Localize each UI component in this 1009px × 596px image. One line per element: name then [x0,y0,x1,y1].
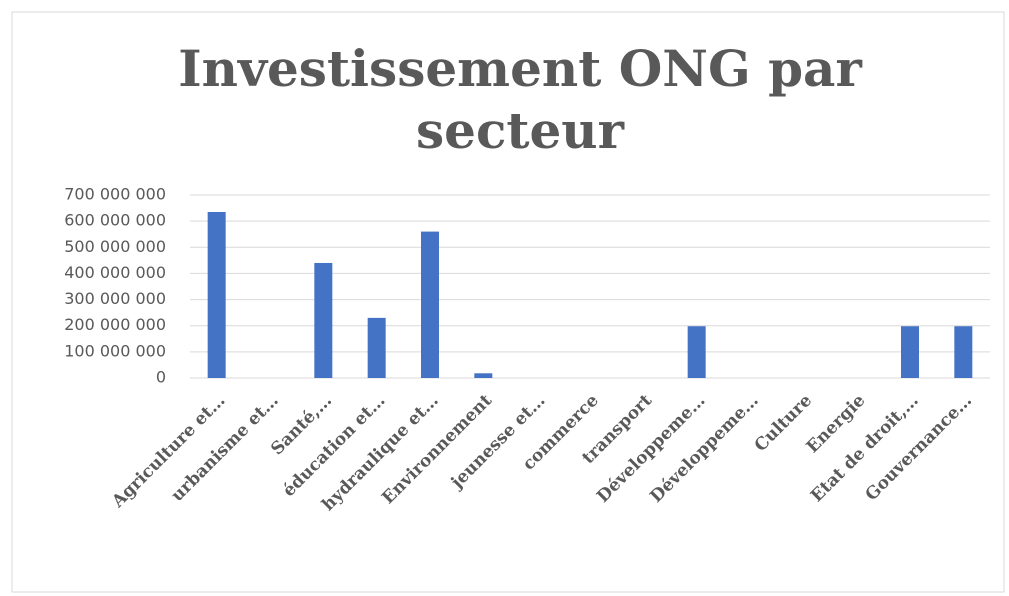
bar [207,211,226,378]
y-tick-label: 600 000 000 [64,211,166,230]
x-tick-label: jeunesse et… [446,391,549,494]
bar [954,326,973,378]
y-tick-label: 400 000 000 [64,263,166,282]
bar [474,373,493,378]
y-tick-label: 0 [156,368,166,387]
chart-title: Investissement ONG par secteur [178,39,862,160]
bar [421,231,439,378]
chart-frame [11,11,1005,593]
y-tick-label: 100 000 000 [64,341,166,360]
y-tick-label: 500 000 000 [64,237,166,256]
bar [314,262,333,378]
bar [687,326,706,378]
bar [367,317,386,378]
y-tick-label: 700 000 000 [64,185,166,204]
y-tick-label: 300 000 000 [64,289,166,308]
y-tick-label: 200 000 000 [64,315,166,334]
bar [901,326,919,378]
